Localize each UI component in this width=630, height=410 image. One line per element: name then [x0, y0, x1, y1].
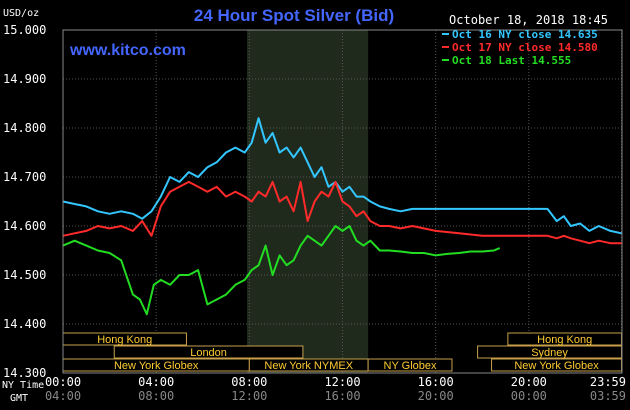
chart-timestamp: October 18, 2018 18:45 [449, 13, 608, 27]
x-tick-label-ny: 04:00 [138, 375, 174, 389]
y-axis-label: USD/oz [3, 8, 39, 19]
plot-frame [62, 29, 623, 374]
y-tick-label: 14.800 [3, 121, 46, 135]
session-label: Sydney [531, 347, 568, 359]
legend-entry: Oct 18 Last 14.555 [452, 54, 571, 67]
kitco-watermark: www.kitco.com [69, 42, 186, 59]
x-tick-label-gmt: 03:59 [590, 389, 626, 403]
y-tick-label: 15.000 [3, 23, 46, 37]
x-tick-label-gmt: 12:00 [231, 389, 267, 403]
session-label: Hong Kong [537, 334, 592, 346]
x-tick-label-ny: 20:00 [511, 375, 547, 389]
x-tick-label-ny: 12:00 [324, 375, 360, 389]
session-label: New York Globex [514, 360, 599, 372]
y-tick-label: 14.400 [3, 317, 46, 331]
x-tick-label-gmt: 08:00 [138, 389, 174, 403]
y-tick-label: 14.300 [3, 366, 46, 380]
x-axis-ticks: 00:0004:0004:0008:0008:0012:0012:0016:00… [45, 375, 626, 403]
series-line [62, 117, 622, 235]
x-tick-label-gmt: 04:00 [45, 389, 81, 403]
x-tick-label-ny: 16:00 [418, 375, 454, 389]
x-tick-label-ny: 08:00 [231, 375, 267, 389]
session-label: Hong Kong [97, 334, 152, 346]
y-tick-label: 14.700 [3, 170, 46, 184]
chart-title: 24 Hour Spot Silver (Bid) [194, 6, 394, 25]
x-tick-label-ny: 00:00 [45, 375, 81, 389]
nymex-session-highlight [247, 30, 369, 373]
session-box [367, 358, 453, 372]
y-axis-ticks: 14.300 14.400 14.500 14.600 14.700 14.800 14.9… [3, 23, 46, 380]
x-tick-label-ny: 23:59 [590, 375, 626, 389]
session-label: London [190, 347, 227, 359]
session-box [113, 345, 304, 359]
series-line [62, 225, 501, 316]
x-tick-label-gmt: 16:00 [324, 389, 360, 403]
session-label: New York NYMEX [264, 360, 353, 372]
y-tick-label: 14.900 [3, 72, 46, 86]
session-label: New York Globex [114, 360, 199, 372]
ny-time-label: NY Time [2, 380, 44, 391]
legend-entry: Oct 17 NY close 14.580 [452, 41, 598, 54]
y-tick-label: 14.500 [3, 268, 46, 282]
x-tick-label-gmt: 00:00 [511, 389, 547, 403]
session-label: NY Globex [384, 360, 437, 372]
y-tick-label: 14.600 [3, 219, 46, 233]
gmt-label: GMT [10, 393, 28, 404]
series-line [62, 180, 622, 245]
x-tick-label-gmt: 20:00 [418, 389, 454, 403]
series-lines [62, 117, 622, 316]
legend-entry: Oct 16 NY close 14.635 [452, 28, 598, 41]
